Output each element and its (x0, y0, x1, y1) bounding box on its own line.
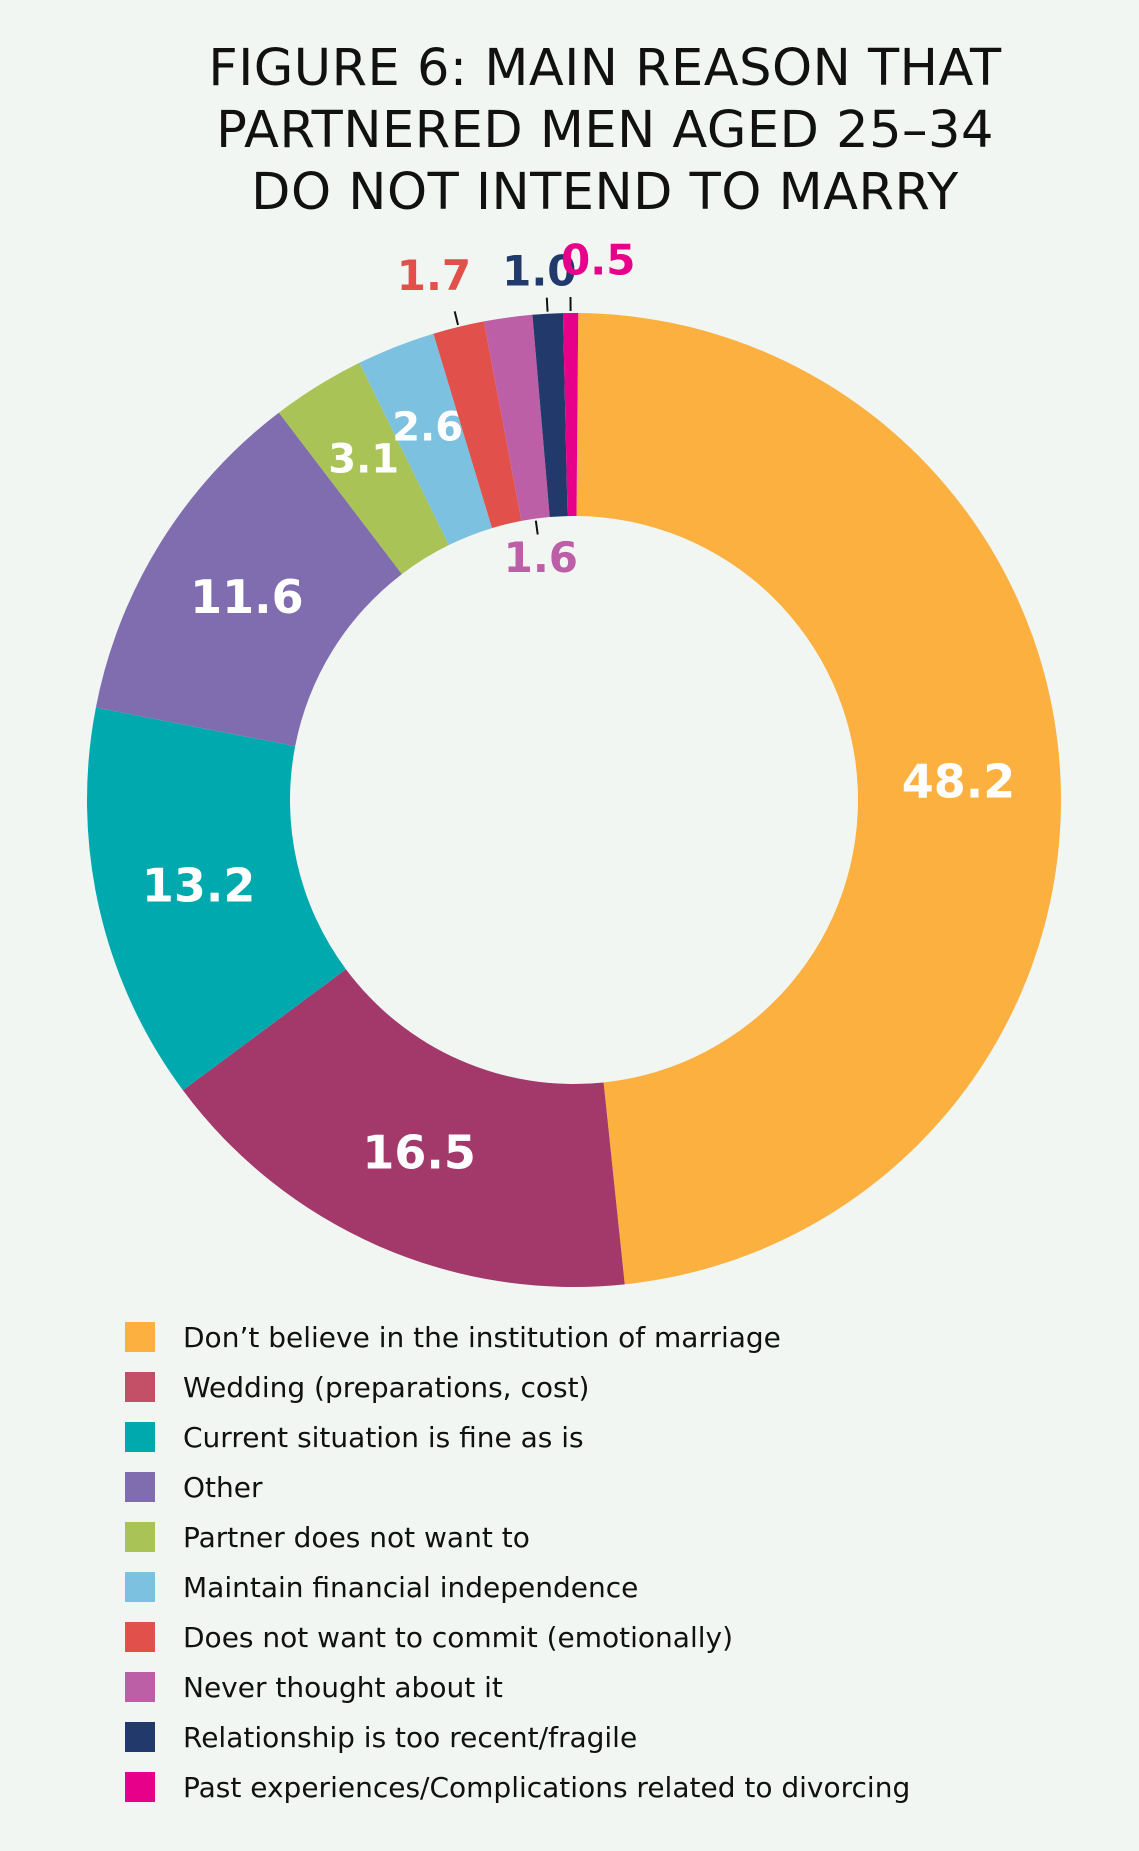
legend-swatch (125, 1722, 155, 1752)
slice-value-label-1: 48.2 (902, 755, 1016, 809)
legend-swatch (125, 1422, 155, 1452)
donut-slice-2 (182, 969, 625, 1287)
title-line-3: DO NOT INTEND TO MARRY (251, 163, 959, 222)
legend-label: Maintain financial independence (183, 1570, 639, 1604)
legend-item: Partner does not want to (125, 1512, 1125, 1562)
legend-item: Past experiences/Complications related t… (125, 1762, 1125, 1812)
title-line-2: PARTNERED MEN AGED 25–34 (216, 101, 994, 160)
legend-swatch (125, 1372, 155, 1402)
legend-item: Relationship is too recent/fragile (125, 1712, 1125, 1762)
legend-label: Wedding (preparations, cost) (183, 1370, 590, 1404)
donut-slice-10 (562, 313, 579, 517)
legend-item: Maintain financial independence (125, 1562, 1125, 1612)
donut-slice-5 (278, 362, 449, 575)
chart-title: FIGURE 6: MAIN REASON THAT PARTNERED MEN… (120, 38, 1090, 224)
slice-value-label-3: 13.2 (142, 858, 256, 912)
slice-value-label-9: 1.0 (502, 246, 576, 295)
legend-item: Other (125, 1462, 1125, 1512)
donut-slice-4 (95, 412, 402, 747)
legend-label: Other (183, 1470, 263, 1504)
title-line-1: FIGURE 6: MAIN REASON THAT (208, 39, 1002, 98)
donut-slice-6 (359, 333, 493, 546)
slice-value-label-4: 11.6 (190, 570, 304, 624)
legend-swatch (125, 1322, 155, 1352)
legend-swatch (125, 1522, 155, 1552)
legend-label: Does not want to commit (emotionally) (183, 1620, 733, 1654)
legend-item: Does not want to commit (emotionally) (125, 1612, 1125, 1662)
legend-item: Never thought about it (125, 1662, 1125, 1712)
slice-value-label-10: 0.5 (561, 240, 635, 285)
legend-swatch (125, 1622, 155, 1652)
legend-swatch (125, 1472, 155, 1502)
legend-item: Don’t believe in the institution of marr… (125, 1312, 1125, 1362)
donut-slice-7 (433, 321, 522, 529)
slice-value-label-6: 2.6 (392, 405, 463, 451)
leader-line-7 (453, 311, 459, 326)
legend-label: Current situation is fine as is (183, 1420, 584, 1454)
donut-slice-1 (576, 313, 1061, 1285)
legend: Don’t believe in the institution of marr… (125, 1312, 1125, 1812)
donut-slice-9 (532, 313, 568, 518)
legend-swatch (125, 1672, 155, 1702)
legend-label: Relationship is too recent/fragile (183, 1720, 638, 1754)
slice-value-label-7: 1.7 (397, 251, 471, 300)
donut-slice-8 (483, 314, 550, 521)
legend-label: Don’t believe in the institution of marr… (183, 1320, 781, 1354)
slice-value-label-8: 1.6 (504, 533, 578, 582)
donut-slice-3 (86, 707, 346, 1091)
legend-label: Partner does not want to (183, 1520, 530, 1554)
leader-line-9 (545, 297, 549, 312)
legend-label: Never thought about it (183, 1670, 503, 1704)
legend-item: Wedding (preparations, cost) (125, 1362, 1125, 1412)
legend-swatch (125, 1572, 155, 1602)
donut-chart: 48.2 16.5 13.2 11.6 3.12.6 1.7 1.6 1.00.5 (86, 240, 1061, 1287)
legend-label: Past experiences/Complications related t… (183, 1770, 911, 1804)
slice-value-label-5: 3.1 (328, 437, 399, 483)
legend-swatch (125, 1772, 155, 1802)
legend-item: Current situation is fine as is (125, 1412, 1125, 1462)
slice-value-label-2: 16.5 (362, 1125, 476, 1179)
leader-line-8 (534, 520, 539, 535)
